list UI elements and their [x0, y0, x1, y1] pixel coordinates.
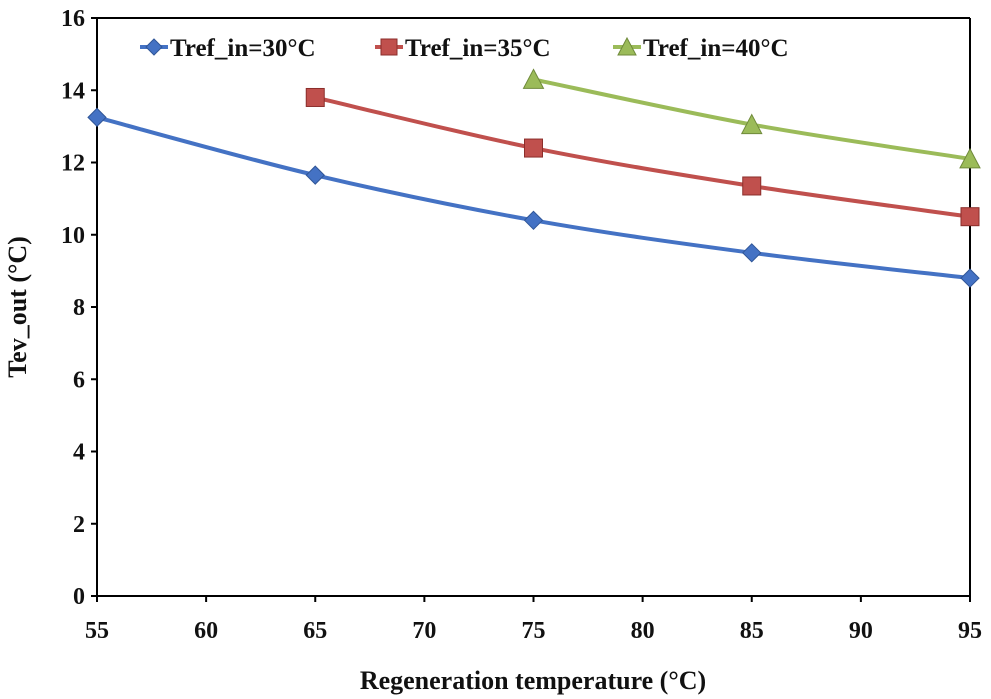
legend-item: Tref_in=35°C — [375, 35, 551, 62]
x-tick-label: 85 — [740, 618, 764, 644]
legend-marker — [617, 36, 637, 56]
x-tick-label: 55 — [85, 618, 109, 644]
data-point — [960, 268, 980, 288]
legend-marker — [380, 38, 398, 56]
legend-item: Tref_in=30°C — [140, 35, 316, 62]
series-1 — [87, 107, 980, 288]
y-tick-label: 14 — [61, 78, 85, 104]
y-tick-label: 0 — [73, 584, 85, 610]
y-tick-label: 16 — [61, 6, 85, 32]
x-tick-label: 60 — [194, 618, 218, 644]
series-3 — [522, 68, 981, 169]
data-point — [524, 138, 543, 158]
x-tick-label: 95 — [958, 618, 982, 644]
x-tick-label: 80 — [631, 618, 655, 644]
y-tick-label: 4 — [73, 440, 85, 466]
y-tick-label: 10 — [61, 223, 85, 249]
data-point — [522, 68, 545, 89]
data-point — [87, 107, 107, 128]
data-point — [305, 87, 325, 107]
y-tick-label: 8 — [73, 295, 85, 321]
data-point — [959, 147, 981, 169]
legend-label: Tref_in=40°C — [643, 35, 789, 62]
data-point — [305, 165, 325, 185]
y-ticks: 0 2 4 6 8 10 12 14 16 — [61, 6, 97, 610]
axes — [96, 17, 971, 597]
data-point — [740, 113, 763, 135]
y-tick-label: 6 — [73, 367, 85, 393]
legend-label: Tref_in=30°C — [170, 35, 316, 62]
data-point — [960, 207, 980, 227]
series-line — [314, 95, 971, 219]
legend-marker — [145, 38, 163, 56]
legend-item: Tref_in=40°C — [613, 35, 789, 62]
y-tick-label: 12 — [61, 151, 85, 177]
data-point — [742, 243, 762, 263]
x-tick-label: 65 — [303, 618, 327, 644]
x-ticks: 55 60 65 70 75 80 85 90 95 — [85, 596, 982, 644]
series-2 — [305, 87, 980, 227]
y-tick-label: 2 — [73, 512, 85, 538]
data-point — [523, 210, 544, 231]
x-axis-title: Regeneration temperature (°C) — [360, 666, 706, 695]
x-tick-label: 90 — [849, 618, 873, 644]
series-layer — [87, 68, 981, 288]
legend-label: Tref_in=35°C — [405, 35, 551, 62]
x-tick-label: 70 — [412, 618, 436, 644]
y-axis-title: Tev_out (°C) — [3, 236, 32, 378]
x-tick-label: 75 — [522, 618, 546, 644]
legend: Tref_in=30°C Tref_in=35°C Tref_in=40°C — [140, 35, 789, 62]
data-point — [742, 176, 762, 196]
